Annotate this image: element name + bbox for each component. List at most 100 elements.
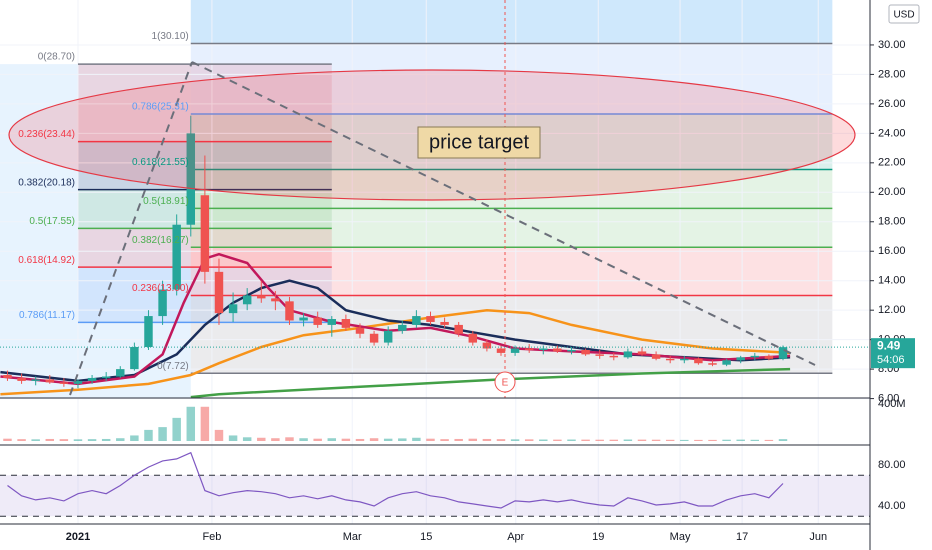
candle-body	[87, 377, 97, 381]
candle-body	[468, 333, 478, 343]
y-tick-label: 30.00	[878, 39, 906, 51]
candle-body	[313, 317, 322, 325]
fib-label: 0.618(14.92)	[18, 255, 75, 266]
candle-body	[623, 351, 633, 358]
volume-bar	[369, 438, 379, 441]
volume-bar	[200, 406, 210, 441]
candle-body	[45, 379, 55, 383]
candle-body	[539, 348, 548, 350]
fib-label: 0.236(23.44)	[18, 129, 75, 140]
volume-bar	[355, 438, 365, 441]
y-tick-label: 14.00	[878, 275, 906, 287]
volume-bar	[45, 438, 55, 441]
x-tick-label: 19	[592, 531, 604, 543]
candle-body	[665, 358, 675, 361]
volume-bar	[736, 439, 745, 441]
y-tick-label: 28.00	[878, 68, 906, 80]
candle-body	[158, 289, 167, 317]
candle-body	[595, 354, 604, 356]
candle-body	[778, 347, 788, 359]
volume-bar	[257, 437, 266, 441]
volume-bar	[87, 439, 97, 441]
volume-bar	[271, 438, 280, 441]
volume-bar	[454, 438, 463, 441]
candle-body	[680, 358, 689, 361]
candle-body	[454, 324, 463, 334]
rsi-band	[0, 475, 870, 517]
volume-bar	[116, 438, 125, 441]
volume-bar	[130, 435, 139, 441]
volume-bar	[327, 438, 337, 441]
candle-body	[130, 347, 139, 370]
price-tag	[871, 338, 915, 369]
volume-bar	[172, 417, 181, 441]
volume-bar	[440, 439, 449, 441]
volume-bar	[73, 439, 83, 441]
volume-bar	[651, 439, 661, 441]
candle-body	[609, 355, 619, 358]
candle-body	[144, 316, 153, 348]
candle-body	[764, 355, 774, 359]
volume-bar	[623, 439, 633, 441]
volume-bar	[567, 439, 576, 441]
fib-label: 0(28.70)	[38, 52, 75, 63]
candle-body	[17, 377, 26, 381]
candle-body	[214, 271, 224, 314]
volume-bar	[313, 438, 322, 441]
volume-bar	[482, 438, 492, 441]
volume-bar	[510, 439, 520, 441]
volume-bar	[186, 406, 196, 441]
candle-body	[172, 224, 181, 290]
volume-bar	[468, 438, 478, 441]
volume-bar	[101, 438, 111, 441]
volume-bar	[778, 439, 788, 441]
candle-body	[524, 348, 534, 350]
x-tick-label: 2021	[66, 531, 90, 543]
candle-body	[369, 333, 379, 343]
candle-body	[750, 355, 760, 358]
volume-bar	[242, 437, 252, 441]
volume-bar	[595, 439, 604, 441]
candle-body	[722, 360, 731, 365]
countdown: 54:06	[877, 354, 905, 366]
fib-label: 0.786(25.31)	[132, 102, 189, 113]
volume-bar	[158, 427, 167, 441]
fib-label: 0.382(16.27)	[132, 235, 189, 246]
volume-bar	[31, 439, 40, 441]
candle-body	[736, 357, 745, 361]
y-tick-label: 20.00	[878, 186, 906, 198]
volume-bar	[539, 439, 548, 441]
trend-line	[191, 61, 816, 366]
range-area	[190, 0, 833, 44]
volume-bar	[285, 437, 294, 441]
candle-body	[271, 298, 280, 302]
trend-line	[69, 61, 193, 396]
volume-bar	[581, 439, 590, 441]
volume-bar	[524, 439, 534, 441]
candle-body	[651, 354, 661, 359]
candle-body	[228, 304, 238, 314]
y-tick-label: 18.00	[878, 216, 906, 228]
candle-body	[327, 319, 337, 325]
fib-label: 0.618(21.55)	[132, 157, 189, 168]
volume-bar	[708, 439, 717, 441]
currency-box[interactable]	[888, 4, 920, 24]
candle-body	[581, 349, 590, 355]
x-tick-label: Mar	[343, 531, 362, 543]
volume-bar	[412, 437, 421, 441]
candle-body	[31, 379, 40, 381]
y-tick-label: 12.00	[878, 304, 906, 316]
volume-bar	[750, 439, 760, 441]
candle-body	[73, 380, 83, 384]
candle-body	[341, 319, 351, 328]
y-tick-label: 26.00	[878, 98, 906, 110]
volume-bar	[228, 435, 238, 441]
x-tick-label: Apr	[507, 531, 524, 543]
y-tick-label: 16.00	[878, 245, 906, 257]
x-tick-label: 15	[420, 531, 432, 543]
volume-bar	[553, 439, 562, 441]
volume-bar	[426, 438, 435, 441]
fib-label: 0.382(20.18)	[18, 177, 75, 188]
candle-body	[398, 324, 407, 331]
